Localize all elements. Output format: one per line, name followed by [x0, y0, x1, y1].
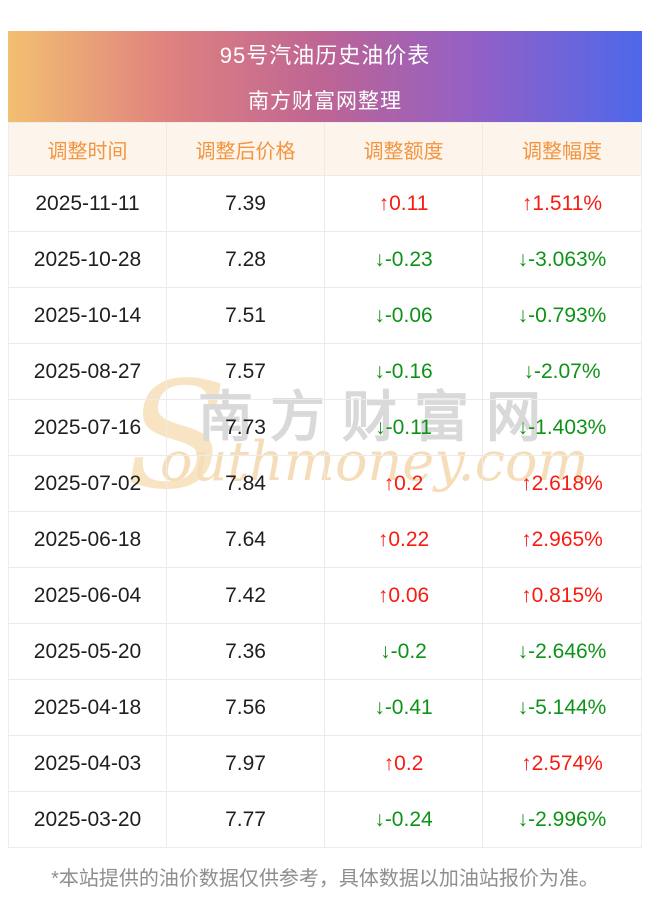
cell-change-amount: ↑0.11: [325, 176, 483, 231]
cell-new-price: 7.57: [167, 344, 325, 399]
cell-change-amount: ↑0.2: [325, 456, 483, 511]
table-row: 2025-03-20 7.77 ↓-0.24 ↓-2.996%: [9, 791, 641, 847]
column-header-date: 调整时间: [9, 123, 167, 175]
cell-change-rate: ↑2.574%: [521, 751, 603, 775]
cell-change-rate: ↑0.815%: [521, 583, 603, 607]
cell-new-price: 7.77: [167, 792, 325, 847]
table-row: 2025-10-14 7.51 ↓-0.06 ↓-0.793%: [9, 287, 641, 343]
price-history-table: 调整时间 调整后价格 调整额度 调整幅度 2025-11-11 7.39 ↑0.…: [8, 122, 642, 848]
cell-change-rate: ↑2.618%: [521, 471, 603, 495]
cell-adjust-date: 2025-10-14: [9, 288, 167, 343]
cell-change-amount: ↓-0.41: [325, 680, 483, 735]
cell-change-amount: ↓-0.11: [325, 400, 483, 455]
cell-change-amount: ↓-0.24: [325, 792, 483, 847]
page-title: 95号汽油历史油价表: [219, 43, 431, 68]
cell-change-rate: ↓-3.063%: [517, 247, 607, 271]
cell-adjust-date: 2025-04-03: [9, 736, 167, 791]
table-row: 2025-04-03 7.97 ↑0.2 ↑2.574%: [9, 735, 641, 791]
cell-adjust-date: 2025-08-27: [9, 344, 167, 399]
column-header-rate: 调整幅度: [522, 140, 602, 163]
table-row: 2025-06-04 7.42 ↑0.06 ↑0.815%: [9, 567, 641, 623]
cell-change-rate: ↓-0.793%: [517, 303, 607, 327]
cell-change-rate: ↓-1.403%: [517, 415, 607, 439]
title-banner: 95号汽油历史油价表 南方财富网整理: [8, 31, 642, 122]
cell-adjust-date: 2025-10-28: [9, 232, 167, 287]
cell-change-amount: ↑0.22: [325, 512, 483, 567]
table-row: 2025-08-27 7.57 ↓-0.16 ↓-2.07%: [9, 343, 641, 399]
cell-adjust-date: 2025-07-02: [9, 456, 167, 511]
table-body: 2025-11-11 7.39 ↑0.11 ↑1.511% 2025-10-28…: [9, 175, 641, 847]
cell-adjust-date: 2025-06-04: [9, 568, 167, 623]
cell-change-rate: ↑2.965%: [521, 527, 603, 551]
cell-new-price: 7.39: [167, 176, 325, 231]
cell-adjust-date: 2025-03-20: [9, 792, 167, 847]
table-header-row: 调整时间 调整后价格 调整额度 调整幅度: [9, 123, 641, 175]
cell-new-price: 7.84: [167, 456, 325, 511]
cell-new-price: 7.56: [167, 680, 325, 735]
cell-change-amount: ↓-0.16: [325, 344, 483, 399]
cell-adjust-date: 2025-05-20: [9, 624, 167, 679]
table-row: 2025-05-20 7.36 ↓-0.2 ↓-2.646%: [9, 623, 641, 679]
cell-adjust-date: 2025-11-11: [9, 176, 167, 231]
cell-new-price: 7.64: [167, 512, 325, 567]
column-header-price: 调整后价格: [167, 123, 325, 175]
table-row: 2025-04-18 7.56 ↓-0.41 ↓-5.144%: [9, 679, 641, 735]
table-row: 2025-11-11 7.39 ↑0.11 ↑1.511%: [9, 175, 641, 231]
cell-new-price: 7.28: [167, 232, 325, 287]
column-header-change: 调整额度: [325, 123, 483, 175]
cell-adjust-date: 2025-04-18: [9, 680, 167, 735]
disclaimer-note: *本站提供的油价数据仅供参考，具体数据以加油站报价为准。: [51, 868, 599, 890]
table-row: 2025-07-16 7.73 ↓-0.11 ↓-1.403%: [9, 399, 641, 455]
cell-new-price: 7.51: [167, 288, 325, 343]
cell-change-amount: ↓-0.23: [325, 232, 483, 287]
cell-new-price: 7.36: [167, 624, 325, 679]
table-row: 2025-06-18 7.64 ↑0.22 ↑2.965%: [9, 511, 641, 567]
table-row: 2025-07-02 7.84 ↑0.2 ↑2.618%: [9, 455, 641, 511]
cell-change-rate: ↑1.511%: [521, 191, 603, 215]
cell-new-price: 7.73: [167, 400, 325, 455]
cell-new-price: 7.42: [167, 568, 325, 623]
cell-change-rate: ↓-5.144%: [517, 695, 607, 719]
cell-adjust-date: 2025-06-18: [9, 512, 167, 567]
cell-change-amount: ↓-0.06: [325, 288, 483, 343]
cell-change-amount: ↑0.06: [325, 568, 483, 623]
page-subtitle: 南方财富网整理: [248, 90, 402, 113]
cell-change-rate: ↓-2.07%: [523, 359, 601, 383]
cell-new-price: 7.97: [167, 736, 325, 791]
cell-adjust-date: 2025-07-16: [9, 400, 167, 455]
table-row: 2025-10-28 7.28 ↓-0.23 ↓-3.063%: [9, 231, 641, 287]
cell-change-rate: ↓-2.646%: [517, 639, 607, 663]
cell-change-rate: ↓-2.996%: [517, 807, 607, 831]
cell-change-amount: ↑0.2: [325, 736, 483, 791]
cell-change-amount: ↓-0.2: [325, 624, 483, 679]
